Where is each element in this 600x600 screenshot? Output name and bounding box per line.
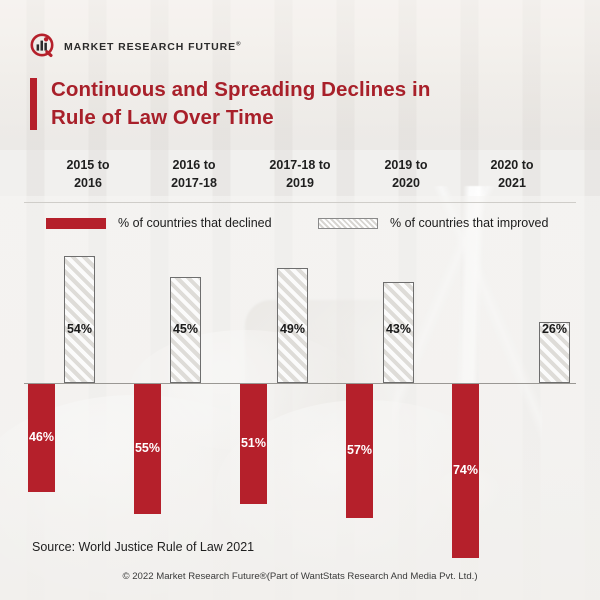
legend-item-improved: % of countries that improved: [318, 216, 548, 230]
bar-improved: 43%: [383, 281, 414, 383]
legend-label-declined: % of countries that declined: [118, 216, 272, 230]
bar-improved: 45%: [170, 277, 201, 383]
bar-improved: 49%: [277, 267, 308, 383]
bar-declined: 57%: [346, 384, 373, 519]
category-label: 2020 to 2021: [490, 158, 534, 190]
registered-mark: ®: [236, 41, 242, 47]
bar-declined: 46%: [28, 384, 55, 493]
chart-legend: % of countries that declined % of countr…: [0, 213, 600, 239]
bar-value-label: 46%: [28, 430, 55, 445]
page-title: Continuous and Spreading Declines in Rul…: [30, 76, 430, 131]
chart-baseline: [24, 383, 576, 385]
copyright-note: © 2022 Market Research Future®(Part of W…: [122, 571, 478, 582]
legend-swatch-declined: [46, 217, 106, 229]
category-label: 2016 to 2017-18: [171, 158, 217, 190]
bar-value-label: 43%: [385, 321, 412, 336]
bar-declined: 74%: [452, 384, 479, 559]
bar-value-label: 49%: [279, 321, 306, 336]
bar-value-label: 26%: [541, 321, 568, 336]
legend-item-declined: % of countries that declined: [46, 216, 272, 230]
bar-value-label: 55%: [134, 440, 161, 455]
bar-value-label: 45%: [172, 321, 199, 336]
legend-swatch-improved: [318, 217, 378, 229]
magnifier-bar-chart-icon: [30, 33, 57, 60]
bar-improved: 26%: [539, 321, 570, 383]
legend-label-improved: % of countries that improved: [390, 216, 549, 230]
bar-value-label: 74%: [452, 463, 479, 478]
title-text: Continuous and Spreading Declines in Rul…: [51, 78, 431, 129]
bar-value-label: 57%: [346, 443, 373, 458]
bar-declined: 51%: [240, 384, 267, 505]
bar-improved: 54%: [64, 255, 95, 383]
category-label: 2019 to 2020: [384, 158, 428, 190]
category-labels: 2015 to 2016 2016 to 2017-18 2017-18 to 20…: [0, 157, 600, 195]
source-note: Source: World Justice Rule of Law 2021: [32, 540, 255, 554]
bar-value-label: 54%: [66, 321, 93, 336]
brand-name: MARKET RESEARCH FUTURE®: [64, 40, 242, 53]
brand-logo: MARKET RESEARCH FUTURE®: [30, 33, 241, 60]
legend-divider: [24, 202, 576, 203]
bar-declined: 55%: [134, 384, 161, 514]
category-label: 2015 to 2016: [66, 158, 110, 190]
bar-value-label: 51%: [240, 436, 267, 451]
title-accent-bar: [30, 78, 37, 130]
category-label: 2017-18 to 2019: [269, 158, 331, 190]
